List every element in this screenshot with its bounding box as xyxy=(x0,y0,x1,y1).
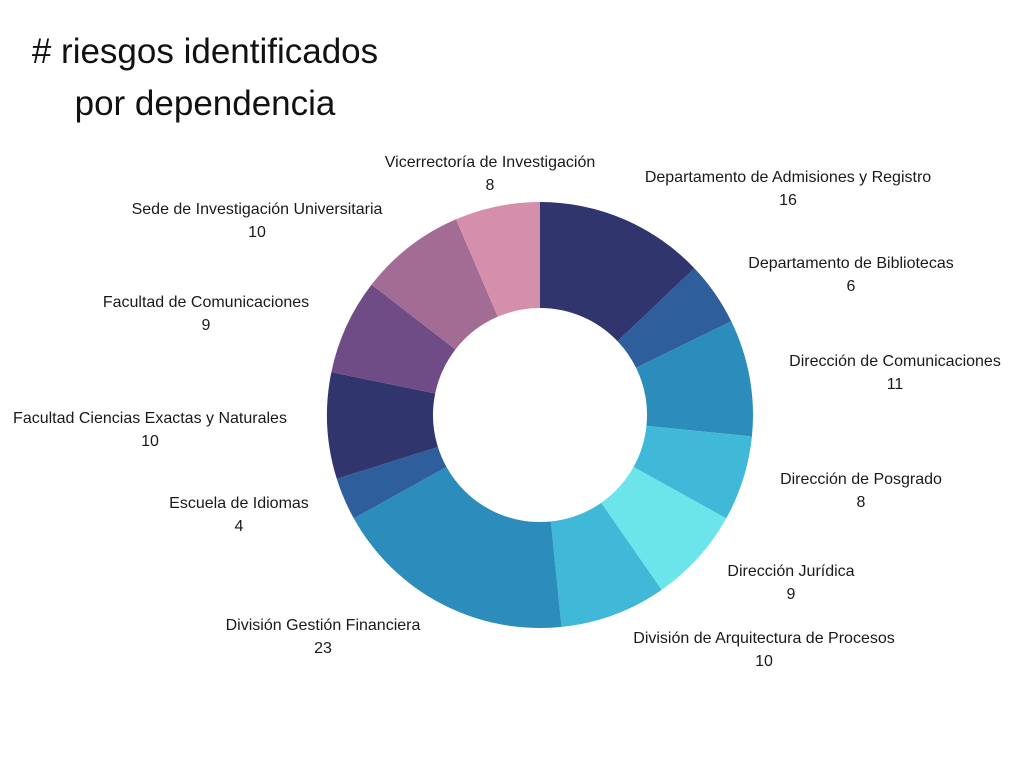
slice-1 xyxy=(540,202,695,342)
slice-label-6: División de Arquitectura de Procesos xyxy=(633,630,894,647)
slice-5 xyxy=(601,466,727,590)
slice-value-5: 9 xyxy=(787,586,796,603)
slice-value-7: 23 xyxy=(314,640,332,657)
slice-10 xyxy=(331,284,456,394)
slice-3 xyxy=(636,321,753,437)
slice-9 xyxy=(326,372,438,479)
slice-label-3: Dirección de Comunicaciones xyxy=(789,353,1001,370)
slice-label-4: Dirección de Posgrado xyxy=(780,471,942,488)
slice-8 xyxy=(336,447,447,519)
slice-2 xyxy=(617,268,732,368)
slice-label-12: Vicerrectoría de Investigación xyxy=(385,154,595,171)
slice-7 xyxy=(353,466,562,628)
slice-value-9: 10 xyxy=(141,433,159,450)
slice-11 xyxy=(371,219,498,350)
slice-label-11: Sede de Investigación Universitaria xyxy=(132,201,383,218)
chart-title-line-1: # riesgos identificados xyxy=(31,32,379,71)
slice-4 xyxy=(633,425,752,519)
slice-value-8: 4 xyxy=(235,518,244,535)
slice-label-7: División Gestión Financiera xyxy=(226,617,421,634)
slice-6 xyxy=(550,502,662,627)
slice-label-9: Facultad Ciencias Exactas y Naturales xyxy=(13,410,287,427)
slice-label-10: Facultad de Comunicaciones xyxy=(103,294,309,311)
chart-title-line-2: por dependencia xyxy=(74,84,336,123)
slice-value-12: 8 xyxy=(486,177,495,194)
slice-label-1: Departamento de Admisiones y Registro xyxy=(645,169,931,186)
chart-title: # riesgos identificados por dependencia xyxy=(0,26,410,130)
slice-value-10: 9 xyxy=(202,317,211,334)
slice-value-1: 16 xyxy=(779,192,797,209)
slice-value-3: 11 xyxy=(887,376,904,393)
slice-value-4: 8 xyxy=(857,494,866,511)
slice-value-2: 6 xyxy=(847,278,856,295)
slice-value-6: 10 xyxy=(755,653,773,670)
slice-label-2: Departamento de Bibliotecas xyxy=(748,255,953,272)
slice-label-5: Dirección Jurídica xyxy=(727,563,854,580)
slice-label-8: Escuela de Idiomas xyxy=(169,495,309,512)
slice-12 xyxy=(456,202,540,317)
slice-value-11: 10 xyxy=(248,224,266,241)
